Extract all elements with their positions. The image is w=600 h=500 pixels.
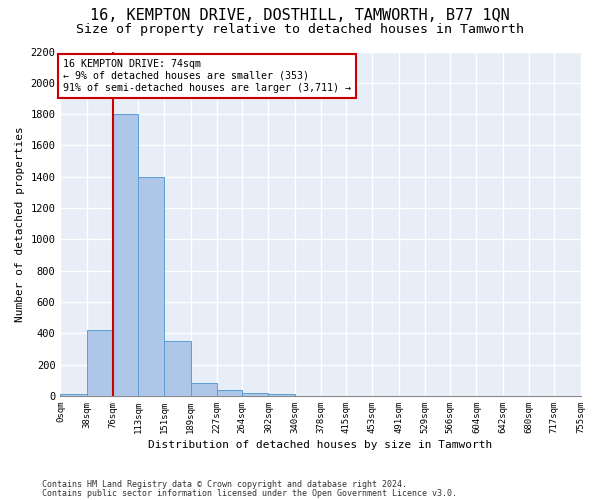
Text: Size of property relative to detached houses in Tamworth: Size of property relative to detached ho…	[76, 22, 524, 36]
Bar	[113, 114, 138, 396]
Text: 16 KEMPTON DRIVE: 74sqm
← 9% of detached houses are smaller (353)
91% of semi-de: 16 KEMPTON DRIVE: 74sqm ← 9% of detached…	[63, 60, 351, 92]
Text: Contains public sector information licensed under the Open Government Licence v3: Contains public sector information licen…	[42, 489, 457, 498]
Y-axis label: Number of detached properties: Number of detached properties	[15, 126, 25, 322]
X-axis label: Distribution of detached houses by size in Tamworth: Distribution of detached houses by size …	[148, 440, 493, 450]
Bar	[191, 384, 217, 396]
Bar	[61, 394, 86, 396]
Bar	[268, 394, 295, 396]
Bar	[138, 177, 164, 396]
Bar	[242, 393, 268, 396]
Text: Contains HM Land Registry data © Crown copyright and database right 2024.: Contains HM Land Registry data © Crown c…	[42, 480, 407, 489]
Text: 16, KEMPTON DRIVE, DOSTHILL, TAMWORTH, B77 1QN: 16, KEMPTON DRIVE, DOSTHILL, TAMWORTH, B…	[90, 8, 510, 22]
Bar	[217, 390, 242, 396]
Bar	[86, 330, 113, 396]
Bar	[164, 341, 191, 396]
